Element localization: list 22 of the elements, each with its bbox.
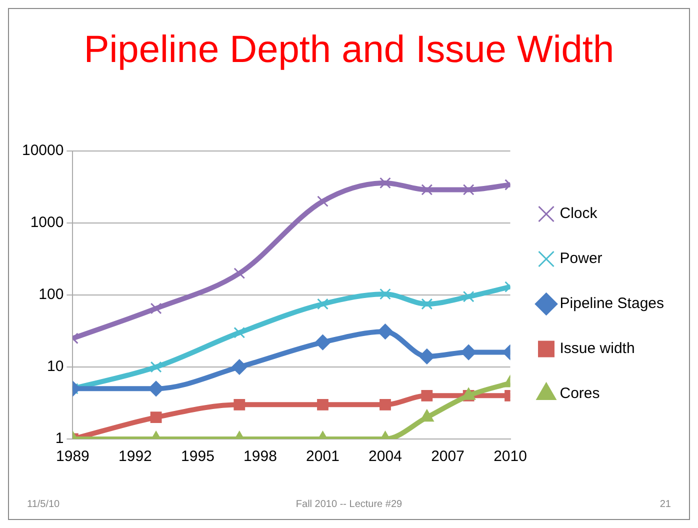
text: Fall 2010 -- Lecture #29 bbox=[296, 499, 402, 510]
x-tick-label: 1992 bbox=[118, 448, 152, 466]
legend-label: Cores bbox=[560, 385, 600, 402]
text: 21 bbox=[660, 499, 671, 510]
y-tick-label: 10000 bbox=[22, 142, 64, 160]
x-tick-label: 2010 bbox=[494, 448, 527, 466]
x-tick-label: 1995 bbox=[181, 448, 214, 466]
legend-label: Issue width bbox=[560, 340, 635, 358]
x-tick-label: 2004 bbox=[368, 448, 402, 466]
legend-label: Power bbox=[560, 250, 602, 268]
chart-title: Pipeline Depth and Issue Width bbox=[82, 29, 616, 72]
x-tick-label: 1989 bbox=[56, 448, 90, 466]
y-tick-label: 1000 bbox=[30, 214, 64, 232]
x-tick-label: 2007 bbox=[431, 448, 464, 466]
y-tick-label: 10 bbox=[47, 358, 64, 376]
y-tick-label: 100 bbox=[38, 286, 64, 304]
text: 11/5/10 bbox=[27, 499, 60, 510]
legend-label: Clock bbox=[560, 205, 598, 222]
x-tick-label: 1998 bbox=[244, 448, 277, 466]
x-tick-label: 2001 bbox=[306, 448, 340, 466]
y-tick-label: 1 bbox=[55, 430, 64, 448]
legend-label: Pipeline Stages bbox=[560, 295, 664, 312]
